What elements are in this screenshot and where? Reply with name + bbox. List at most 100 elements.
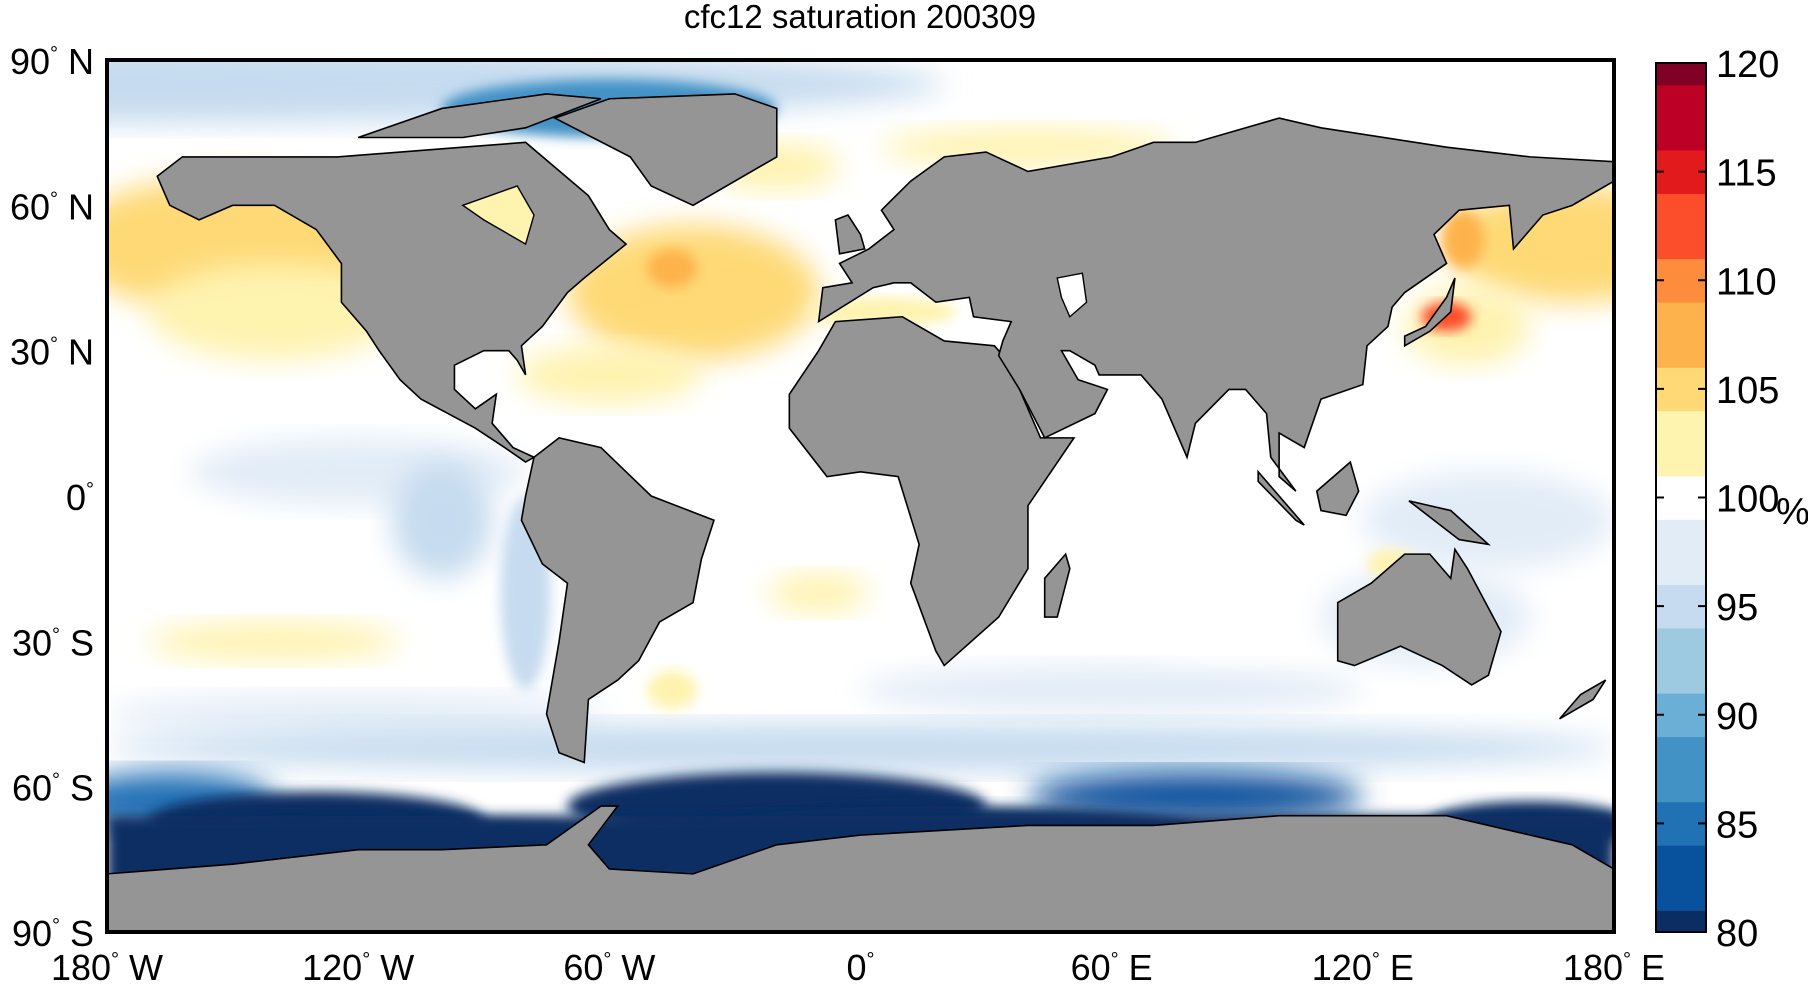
hudson-bay	[461, 185, 535, 246]
colorbar-tick-label: 80	[1716, 913, 1758, 955]
ocean-value-patch	[647, 670, 698, 710]
land-arctic-islands	[357, 93, 602, 139]
x-tick-label: 60° W	[563, 947, 655, 984]
colorbar-segment	[1656, 345, 1706, 368]
colorbar-tick-label: 100	[1716, 479, 1779, 521]
y-tick-label: 30° N	[10, 332, 94, 373]
colorbar-segment	[1656, 497, 1706, 520]
land-new-zealand	[1558, 679, 1607, 720]
caspian-sea	[1056, 272, 1088, 318]
x-tick-label: 120° E	[1312, 947, 1414, 984]
land-australia	[1336, 547, 1502, 686]
colorbar-segment	[1656, 106, 1706, 129]
colorbar-segment	[1656, 63, 1706, 86]
colorbar-segment	[1656, 475, 1706, 499]
colorbar-segment	[1656, 519, 1706, 542]
land-africa	[788, 315, 1076, 667]
ocean-value-patch	[148, 621, 401, 661]
x-tick-label: 60° E	[1071, 947, 1153, 984]
colorbar-segment	[1656, 171, 1706, 194]
plot-frame	[105, 58, 1616, 934]
colorbar-segment	[1656, 779, 1706, 803]
colorbar-segment	[1656, 323, 1706, 347]
y-tick-label: 30° S	[12, 622, 94, 663]
land-new-guinea	[1408, 500, 1491, 546]
colorbar-segment	[1656, 627, 1706, 651]
colorbar-segment	[1656, 388, 1706, 412]
colorbar-segment	[1656, 280, 1706, 303]
colorbar-segment	[1656, 540, 1706, 564]
x-tick-label: 180° W	[51, 947, 163, 984]
colorbar-tick-label: 90	[1716, 696, 1758, 738]
colorbar-segment	[1656, 888, 1706, 911]
land-borneo	[1315, 460, 1360, 517]
colorbar-segment	[1656, 128, 1706, 151]
ocean-value-patch	[1027, 772, 1363, 821]
x-tick-label: 120° W	[302, 947, 414, 984]
ocean-value-patch	[1442, 210, 1485, 269]
ocean-value-patch	[567, 224, 819, 361]
y-tick-label: 60° S	[12, 768, 94, 809]
ocean-value-patch	[148, 263, 401, 361]
colorbar-segment	[1656, 562, 1706, 585]
y-tick-label: 90° S	[12, 913, 94, 954]
colorbar-segment	[1656, 410, 1706, 433]
ocean-value-patch	[1362, 471, 1614, 569]
colorbar-tick-label: 95	[1716, 587, 1758, 629]
x-tick-label: 180° E	[1563, 947, 1665, 984]
colorbar-segment	[1656, 236, 1706, 260]
colorbar-segment	[1656, 301, 1706, 325]
colorbar-segment	[1656, 367, 1706, 390]
y-axis: 90° N 60° N 30° N 0° 30° S 60° S 90° S	[10, 41, 94, 954]
y-tick-label: 90° N	[10, 41, 94, 82]
ocean-value-patch	[107, 723, 1614, 773]
ocean-value-patch	[647, 248, 698, 288]
colorbar-segment	[1656, 801, 1706, 824]
ocean-value-patch	[1132, 578, 1342, 656]
colorbar-segment	[1656, 693, 1706, 716]
ocean-value-patch	[860, 665, 1363, 714]
colorbar-segment	[1656, 736, 1706, 759]
ocean-value-patch	[391, 462, 493, 579]
land-eurasia	[817, 117, 1614, 492]
colorbar-tick-label: 110	[1716, 261, 1777, 303]
land-great-britain	[834, 214, 866, 255]
ocean-value-patch	[768, 573, 869, 613]
colorbar-segment	[1656, 84, 1706, 108]
ocean-value-patch	[1446, 185, 1614, 303]
colorbar-segment	[1656, 845, 1706, 868]
land-madagascar	[1043, 552, 1071, 618]
colorbar-segment	[1656, 758, 1706, 781]
colorbar-segment	[1656, 866, 1706, 890]
land-south-america	[520, 437, 715, 764]
colorbar-segment	[1656, 454, 1706, 477]
land-sumatra	[1257, 469, 1305, 526]
colorbar-segment	[1656, 910, 1706, 933]
colorbar-segment	[1656, 193, 1706, 216]
colorbar-segment	[1656, 606, 1706, 629]
colorbar-tick-label: 85	[1716, 804, 1758, 846]
land-japan	[1403, 277, 1456, 348]
land-antarctica	[107, 805, 1614, 932]
colorbar-tick-label: 115	[1716, 153, 1777, 195]
x-tick-label: 0°	[846, 947, 874, 984]
colorbar-unit: %	[1776, 491, 1808, 533]
colorbar: 80 85 90 95 100 105 110 115 120%	[1655, 44, 1808, 955]
colorbar-segment	[1656, 714, 1706, 738]
ocean-value-patch	[1404, 287, 1531, 366]
colorbar-segment	[1656, 649, 1706, 672]
land-greenland	[552, 93, 778, 207]
colorbar-segment	[1656, 215, 1706, 238]
colorbar-segment	[1656, 823, 1706, 846]
y-tick-label: 0°	[66, 477, 94, 518]
y-tick-label: 60° N	[10, 186, 94, 227]
colorbar-segment	[1656, 258, 1706, 281]
colorbar-segment	[1656, 584, 1706, 607]
x-axis: 180° W 120° W 60° W 0° 60° E 120° E 180° E	[51, 947, 1665, 984]
colorbar-tick-label: 105	[1716, 370, 1779, 412]
ocean-value-patch	[517, 345, 702, 404]
chart-title: cfc12 saturation 200309	[684, 0, 1036, 35]
colorbar-segment	[1656, 432, 1706, 455]
colorbar-segment	[1656, 671, 1706, 694]
